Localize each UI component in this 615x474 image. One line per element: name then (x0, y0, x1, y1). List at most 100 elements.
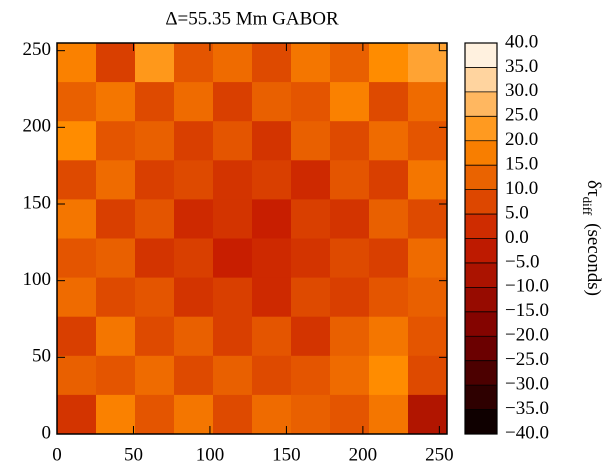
heat-cell (135, 121, 175, 161)
heat-cell (369, 355, 409, 396)
heat-cell (57, 238, 97, 279)
colorbar-tick-label: 30.0 (505, 80, 538, 101)
heat-cell (135, 277, 175, 318)
heat-cell (96, 121, 136, 161)
colorbar-tick-label: 20.0 (505, 129, 538, 150)
heat-cell (408, 199, 448, 239)
subscript: diff (580, 197, 595, 216)
heat-cell (174, 199, 214, 239)
heat-cell (213, 355, 253, 396)
heat-cell (369, 199, 409, 239)
heat-cell (330, 355, 370, 396)
heat-cell (135, 238, 175, 279)
heat-cell (213, 43, 253, 83)
heat-cell (408, 43, 448, 83)
colorbar-tick-label: 25.0 (505, 105, 538, 126)
colorbar-band (465, 311, 497, 337)
heat-cell (291, 199, 331, 239)
y-tick-label: 50 (32, 346, 51, 367)
heat-cell (135, 355, 175, 396)
heat-cell (369, 121, 409, 161)
heat-cell (291, 238, 331, 279)
colorbar-band (465, 43, 497, 68)
x-tick-label: 150 (272, 444, 301, 465)
x-tick-label: 50 (124, 444, 143, 465)
heat-cell (291, 277, 331, 318)
colorbar-label-text: δτdiff (seconds) (580, 180, 604, 296)
unit: (seconds) (583, 223, 604, 296)
heat-cell (408, 277, 448, 318)
heat-cell (330, 394, 370, 435)
colorbar-band (465, 409, 497, 435)
colorbar-band (465, 238, 497, 264)
heat-cell (135, 199, 175, 239)
heat-cell (369, 43, 409, 83)
colorbar-frame (464, 42, 498, 435)
heat-cell (408, 394, 448, 435)
heat-cell (330, 238, 370, 279)
colorbar-tick-label: 10.0 (505, 178, 538, 199)
x-tick-label: 250 (425, 444, 454, 465)
heat-cell (408, 355, 448, 396)
heat-cell (408, 160, 448, 200)
heat-cell (174, 43, 214, 83)
heat-cell (96, 82, 136, 122)
heat-cell (252, 238, 292, 279)
colorbar-label: δτdiff (seconds) (580, 180, 604, 296)
y-tick-label: 250 (23, 39, 52, 60)
y-tick-label: 0 (42, 422, 52, 443)
colorbar-band (465, 385, 497, 411)
colorbar-tick-label: 0.0 (505, 227, 529, 248)
heat-cell (96, 238, 136, 279)
heat-cell (135, 43, 175, 83)
colorbar-band (465, 287, 497, 313)
heat-cell (135, 316, 175, 357)
heat-cell (252, 82, 292, 122)
x-tick-label: 100 (196, 444, 225, 465)
heat-cell (330, 316, 370, 357)
heat-cell (291, 82, 331, 122)
heat-cell (291, 43, 331, 83)
heat-cell (96, 277, 136, 318)
colorbar-tick-label: −10.0 (505, 276, 549, 297)
heat-cell (213, 394, 253, 435)
heat-cell (213, 316, 253, 357)
colorbar-tick-label: 5.0 (505, 202, 529, 223)
y-tick-label: 200 (23, 116, 52, 137)
heat-cell (330, 160, 370, 200)
heat-cell (252, 121, 292, 161)
colorbar-tick-label: 35.0 (505, 56, 538, 77)
colorbar-tick-label: −25.0 (505, 349, 549, 370)
heat-cell (330, 199, 370, 239)
heat-cell (330, 121, 370, 161)
heat-cell (291, 160, 331, 200)
x-tick-label: 200 (349, 444, 378, 465)
heat-cell (174, 355, 214, 396)
heat-cell (213, 160, 253, 200)
plot-frame (56, 42, 448, 435)
heat-cell (369, 238, 409, 279)
heat-cell (408, 82, 448, 122)
colorbar-band (465, 214, 497, 239)
heat-cell (57, 43, 97, 83)
heat-cell (330, 43, 370, 83)
heat-cell (57, 316, 97, 357)
colorbar-band (465, 189, 497, 215)
heat-cell (135, 160, 175, 200)
heat-cell (174, 82, 214, 122)
heat-cell (57, 82, 97, 122)
heat-cell (369, 82, 409, 122)
colorbar-band (465, 116, 497, 142)
heat-cell (369, 277, 409, 318)
heat-cell (135, 82, 175, 122)
heat-cell (252, 160, 292, 200)
colorbar-tick-label: −30.0 (505, 373, 549, 394)
y-tick-label: 150 (23, 192, 52, 213)
heat-cell (174, 394, 214, 435)
heat-cell (96, 199, 136, 239)
heat-cell (174, 316, 214, 357)
heat-cell (213, 121, 253, 161)
heat-cell (174, 121, 214, 161)
heat-cell (213, 82, 253, 122)
